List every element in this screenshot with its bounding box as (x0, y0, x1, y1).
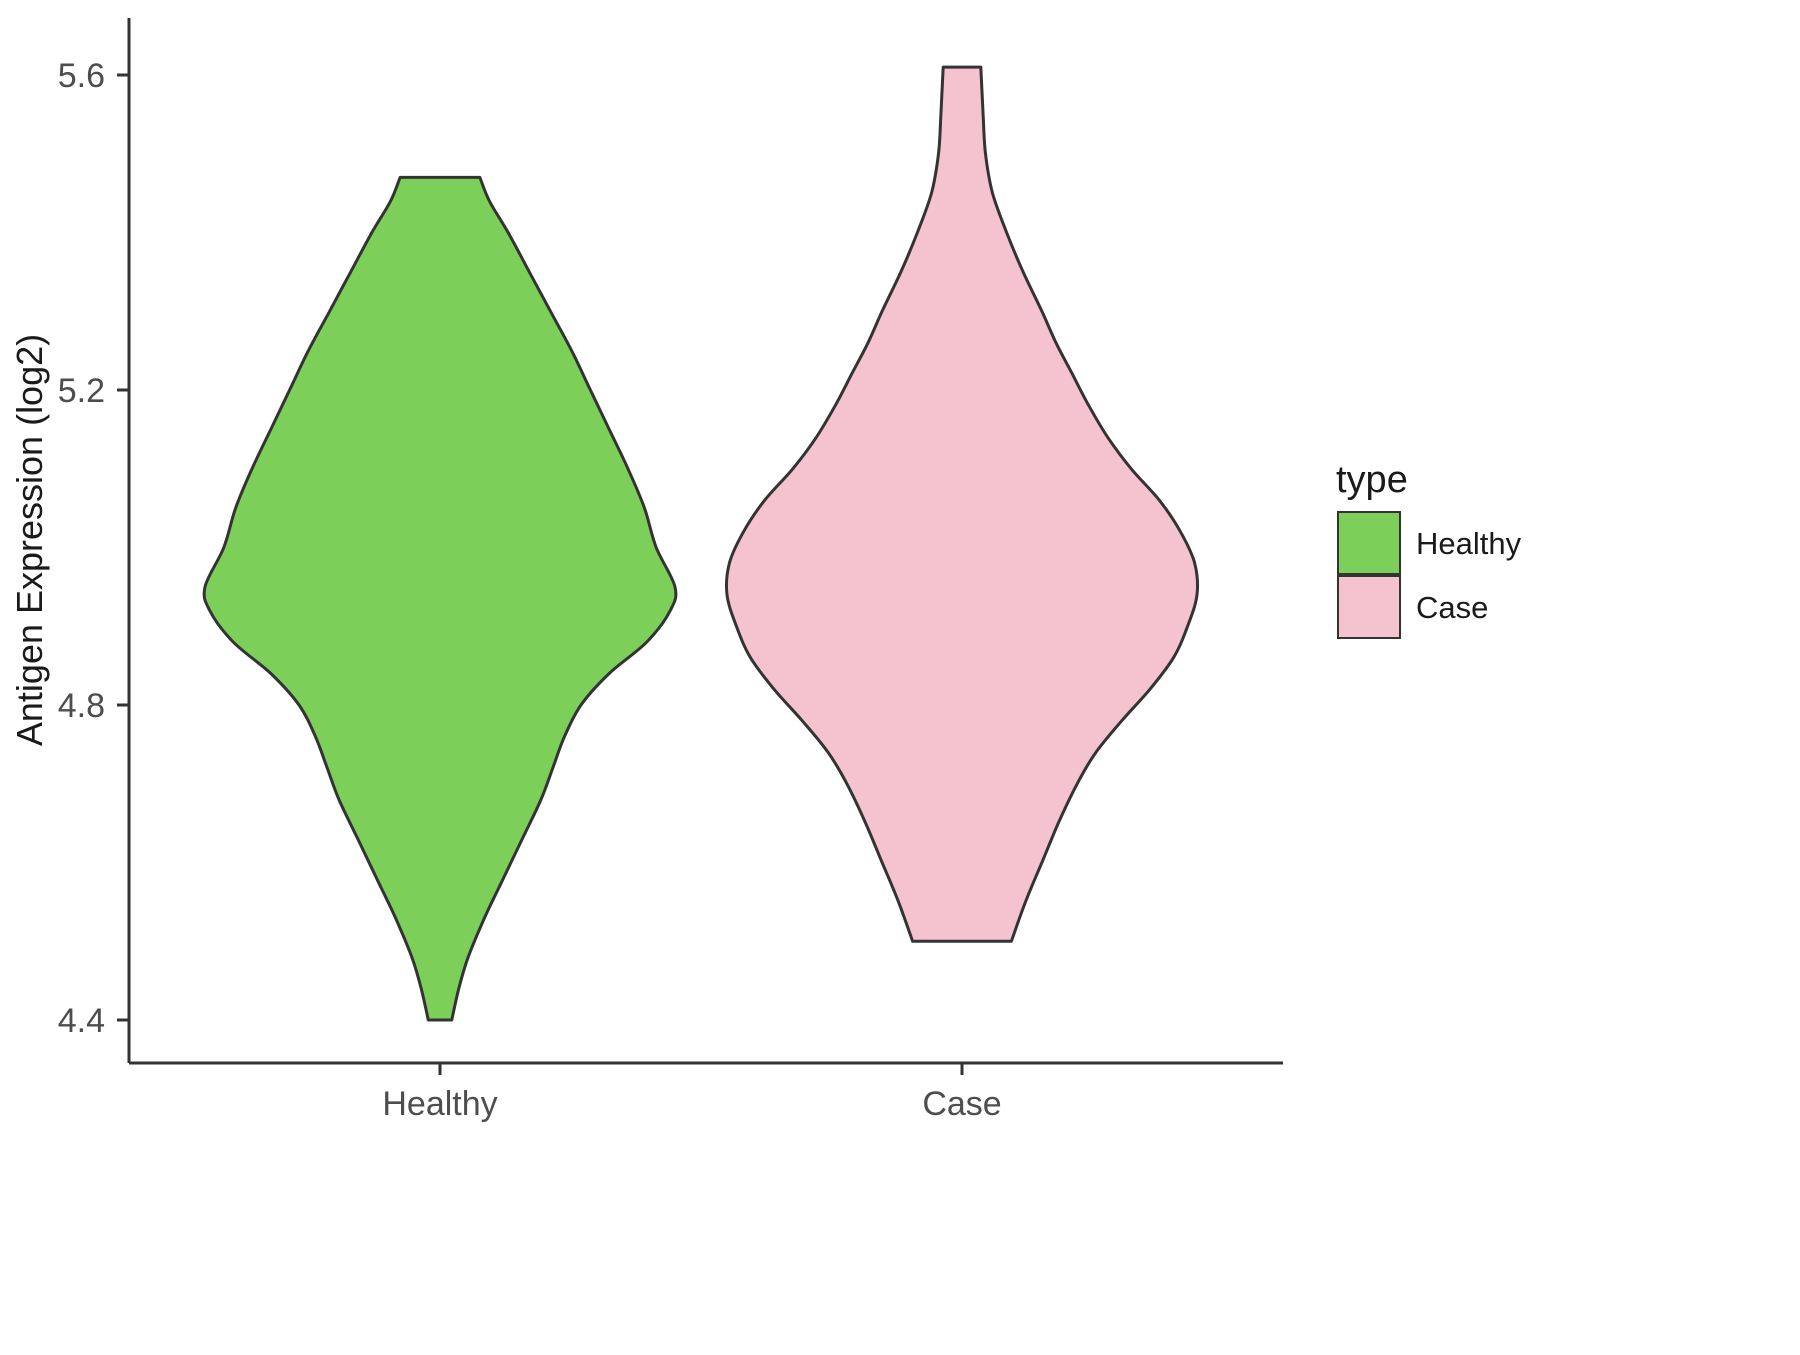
legend-label-case: Case (1416, 590, 1488, 625)
x-category-label: Healthy (382, 1085, 497, 1123)
violins-group (202, 65, 1200, 1022)
y-tick-label: 5.6 (58, 57, 105, 95)
violin-healthy (202, 175, 678, 1022)
y-axis-ticks: 4.4 4.8 5.2 5.6 (58, 57, 129, 1040)
y-axis-title: Antigen Expression (log2) (9, 334, 50, 746)
legend-key-case (1337, 575, 1401, 639)
legend-label-healthy: Healthy (1416, 526, 1522, 561)
legend-title: type (1336, 459, 1408, 501)
y-tick-label: 5.2 (58, 372, 105, 410)
y-tick-label: 4.4 (58, 1002, 105, 1040)
y-tick-label: 4.8 (58, 687, 105, 725)
x-axis-ticks: Healthy Case (382, 1063, 1002, 1123)
x-category-label: Case (922, 1085, 1001, 1123)
violin-case (724, 65, 1200, 943)
legend-key-healthy (1337, 511, 1401, 575)
legend: type Healthy Case (1336, 459, 1522, 639)
